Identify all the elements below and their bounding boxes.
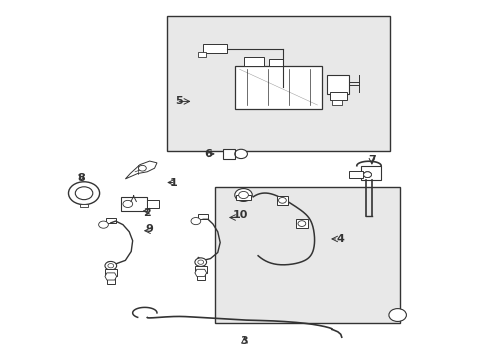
Bar [236, 195, 250, 201]
Circle shape [75, 187, 93, 200]
Bar [222, 149, 234, 159]
Bar [361, 166, 380, 180]
Bar [244, 57, 264, 66]
Bar [276, 196, 287, 204]
Circle shape [278, 198, 286, 203]
Text: 1: 1 [170, 177, 178, 188]
Bar [198, 53, 205, 57]
Text: 7: 7 [367, 156, 375, 165]
Bar [348, 171, 362, 178]
Bar [147, 201, 159, 207]
Circle shape [191, 217, 201, 225]
Bar [326, 75, 348, 94]
Text: 8: 8 [78, 173, 85, 183]
Circle shape [363, 172, 371, 177]
Circle shape [99, 221, 108, 228]
Circle shape [122, 201, 132, 207]
Bar [197, 272, 204, 280]
Circle shape [297, 221, 305, 226]
Circle shape [234, 189, 252, 202]
Text: 6: 6 [203, 149, 211, 159]
Bar [120, 197, 147, 211]
Circle shape [198, 260, 203, 264]
Bar [331, 100, 341, 105]
Bar [329, 92, 346, 100]
Bar [107, 276, 115, 284]
Circle shape [108, 264, 114, 268]
Circle shape [238, 192, 248, 199]
Bar [234, 66, 322, 109]
Bar [203, 44, 227, 53]
Circle shape [234, 149, 247, 158]
Bar [295, 219, 307, 228]
Bar [106, 217, 116, 223]
Bar [166, 16, 389, 152]
Circle shape [363, 172, 371, 177]
Circle shape [68, 182, 100, 204]
Text: 4: 4 [336, 234, 344, 244]
Bar [198, 214, 207, 219]
Circle shape [195, 258, 206, 266]
Text: 5: 5 [175, 96, 183, 107]
Circle shape [105, 261, 116, 270]
Polygon shape [105, 273, 116, 280]
Bar [195, 266, 206, 273]
Polygon shape [195, 269, 206, 276]
Polygon shape [125, 161, 157, 179]
Text: 3: 3 [240, 337, 248, 346]
Circle shape [363, 172, 371, 177]
Bar [215, 187, 399, 323]
Text: 10: 10 [232, 210, 248, 220]
Circle shape [388, 309, 406, 321]
Bar [105, 269, 116, 276]
Text: 2: 2 [143, 208, 151, 218]
Bar [80, 204, 88, 207]
Text: 9: 9 [145, 224, 153, 234]
Bar [268, 59, 283, 66]
Circle shape [138, 165, 146, 171]
